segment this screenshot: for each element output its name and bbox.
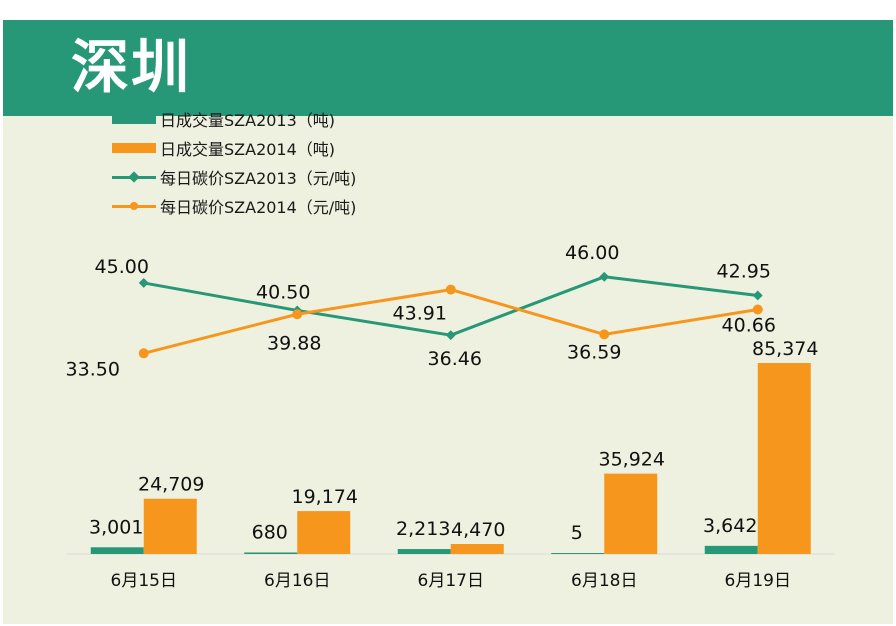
bar-label-2014-1: 19,174 — [292, 486, 358, 508]
line-label-2013-0: 45.00 — [95, 256, 149, 278]
point-2014-0 — [138, 348, 149, 359]
legend-item-line-2013: 每日碳价SZA2013（元/吨) — [112, 162, 356, 191]
bar-2014-2 — [450, 543, 504, 554]
x-tick-label-2: 6月17日 — [418, 571, 484, 591]
x-tick-label-1: 6月16日 — [264, 571, 330, 591]
bar-2014-3 — [604, 473, 658, 554]
point-2014-3 — [599, 329, 610, 340]
line-label-2014-4: 40.66 — [722, 314, 776, 336]
bar-2013-4 — [704, 545, 758, 554]
legend-item-line-2014: 每日碳价SZA2014（元/吨) — [112, 191, 356, 220]
point-2014-1 — [292, 309, 303, 320]
bar-2014-1 — [297, 511, 351, 554]
legend-line-2013 — [112, 169, 156, 185]
line-label-2013-3: 46.00 — [565, 242, 619, 264]
line-label-2013-2: 36.46 — [428, 348, 482, 370]
bar-label-2013-0: 3,001 — [89, 516, 143, 538]
line-label-2013-1: 40.50 — [256, 281, 310, 303]
point-2013-3 — [599, 271, 610, 282]
point-2014-2 — [445, 284, 456, 295]
line-label-2014-1: 39.88 — [267, 332, 321, 354]
legend-item-bar-2014: 日成交量SZA2014（吨) — [112, 133, 356, 162]
bar-2013-3 — [551, 553, 605, 554]
legend-label-bar-2014: 日成交量SZA2014（吨) — [160, 139, 336, 159]
chart-legend: 日成交量SZA2013（吨) 日成交量SZA2014（吨) 每日碳价SZA201… — [112, 104, 356, 220]
line-label-2014-0: 33.50 — [66, 358, 120, 380]
bar-label-2014-0: 24,709 — [138, 474, 204, 496]
bar-label-2013-1: 680 — [252, 521, 288, 543]
bar-2013-1 — [244, 552, 298, 554]
point-2013-0 — [138, 277, 149, 288]
page-title: 深圳 — [71, 33, 192, 101]
bar-2014-0 — [143, 498, 197, 554]
point-2013-4 — [752, 290, 763, 301]
line-label-2014-2: 43.91 — [393, 303, 447, 325]
header-bar: 深圳 — [3, 20, 893, 116]
legend-label-bar-2013: 日成交量SZA2013（吨) — [160, 110, 336, 130]
legend-swatch-bar-2013 — [112, 113, 156, 124]
legend-swatch-bar-2014 — [112, 142, 156, 153]
line-label-2013-4: 42.95 — [717, 260, 771, 282]
bar-label-2013-3: 5 — [571, 522, 583, 544]
point-2013-2 — [445, 330, 456, 341]
bar-label-2013-2: 2,213 — [396, 518, 450, 540]
legend-item-bar-2013: 日成交量SZA2013（吨) — [112, 104, 356, 133]
x-tick-label-4: 6月19日 — [725, 571, 791, 591]
bar-label-2014-4: 85,374 — [752, 338, 818, 360]
legend-label-line-2013: 每日碳价SZA2013（元/吨) — [160, 168, 357, 188]
bar-label-2014-3: 35,924 — [599, 449, 665, 471]
legend-label-line-2014: 每日碳价SZA2014（元/吨) — [160, 197, 357, 217]
bar-2014-4 — [757, 363, 811, 554]
line-label-2014-3: 36.59 — [567, 341, 621, 363]
point-2014-4 — [752, 304, 763, 315]
legend-line-2014 — [112, 198, 156, 214]
bar-label-2013-4: 3,642 — [703, 515, 757, 537]
bar-2013-2 — [397, 549, 451, 554]
x-tick-label-0: 6月15日 — [111, 571, 177, 591]
bar-2013-0 — [90, 547, 144, 554]
x-tick-label-3: 6月18日 — [571, 571, 637, 591]
bar-label-2014-2: 4,470 — [451, 519, 505, 541]
